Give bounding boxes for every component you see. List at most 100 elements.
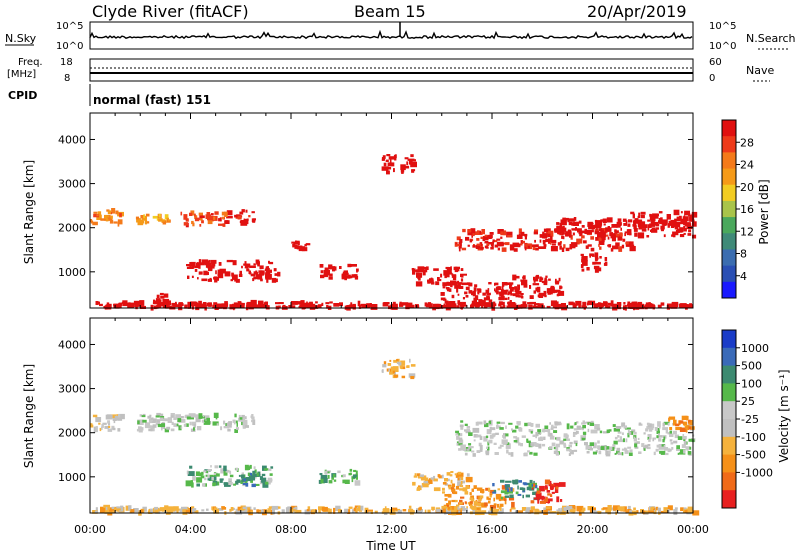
- heatmap-cell: [633, 437, 637, 442]
- heatmap-cell: [278, 506, 281, 509]
- heatmap-cell: [637, 301, 643, 305]
- heatmap-cell: [546, 305, 551, 309]
- heatmap-cell: [445, 508, 452, 514]
- heatmap-cell: [281, 509, 285, 513]
- heatmap-cell: [512, 274, 517, 281]
- heatmap-cell: [532, 283, 540, 286]
- heatmap-cell: [536, 274, 539, 279]
- heatmap-cell: [164, 428, 169, 433]
- heatmap-cell: [674, 507, 678, 510]
- heatmap-cell: [325, 268, 328, 275]
- heatmap-cell: [562, 235, 565, 240]
- heatmap-cell: [498, 303, 502, 307]
- heatmap-cell: [555, 437, 558, 440]
- heatmap-cell: [524, 234, 527, 240]
- heatmap-cell: [472, 290, 476, 297]
- heatmap-cell: [393, 168, 395, 173]
- heatmap-cell: [247, 507, 250, 511]
- heatmap-cell: [566, 231, 570, 235]
- colorbar-tick-label: 24: [740, 159, 754, 172]
- heatmap-cell: [684, 303, 686, 307]
- heatmap-cell: [645, 428, 649, 432]
- heatmap-cell: [198, 212, 203, 216]
- heatmap-cell: [597, 510, 601, 514]
- heatmap-cell: [612, 424, 616, 427]
- heatmap-cell: [675, 423, 680, 427]
- heatmap-cell: [264, 468, 269, 471]
- heatmap-cell: [556, 436, 561, 441]
- heatmap-cell: [503, 440, 507, 444]
- heatmap-cell: [587, 224, 590, 227]
- heatmap-cell: [94, 510, 98, 514]
- heatmap-cell: [353, 507, 356, 512]
- heatmap-cell: [573, 428, 578, 431]
- heatmap-cell: [621, 452, 624, 456]
- heatmap-cell: [680, 211, 683, 214]
- heatmap-cell: [624, 450, 629, 454]
- heatmap-cell: [155, 422, 161, 426]
- heatmap-cell: [240, 508, 245, 511]
- heatmap-cell: [348, 274, 351, 279]
- heatmap-cell: [200, 475, 205, 479]
- heatmap-cell: [662, 422, 665, 427]
- heatmap-cell: [159, 302, 165, 305]
- colorbar-tick-label: 28: [740, 136, 754, 149]
- heatmap-cell: [223, 426, 230, 429]
- heatmap-cell: [459, 484, 462, 487]
- heatmap-cell: [505, 480, 512, 483]
- heatmap-cell: [255, 271, 258, 276]
- heatmap-cell: [194, 215, 198, 219]
- heatmap-cell: [535, 436, 537, 439]
- heatmap-cell: [622, 238, 626, 242]
- heatmap-cell: [347, 272, 349, 276]
- heatmap-cell: [250, 273, 256, 277]
- heatmap-cell: [488, 235, 491, 239]
- heatmap-cell: [195, 302, 199, 307]
- heatmap-cell: [420, 475, 427, 481]
- heatmap-cell: [514, 286, 518, 290]
- heatmap-cell: [518, 442, 521, 446]
- heatmap-cell: [680, 218, 685, 223]
- heatmap-cell: [471, 488, 474, 492]
- heatmap-cell: [594, 424, 600, 430]
- heatmap-cell: [320, 474, 328, 479]
- heatmap-cell: [460, 304, 467, 307]
- heatmap-cell: [550, 292, 553, 295]
- heatmap-cell: [252, 470, 256, 474]
- heatmap-cell: [648, 302, 651, 305]
- heatmap-cell: [488, 420, 491, 424]
- heatmap-cell: [648, 438, 651, 442]
- heatmap-cell: [603, 446, 607, 449]
- colorbar-swatch: [722, 436, 736, 456]
- heatmap-cell: [691, 211, 698, 218]
- heatmap-cell: [673, 209, 680, 216]
- heatmap-cell: [561, 247, 565, 252]
- heatmap-cell: [193, 303, 196, 307]
- heatmap-cell: [543, 498, 548, 503]
- heatmap-cell: [543, 244, 547, 247]
- heatmap-cell: [573, 509, 576, 513]
- heatmap-cell: [116, 508, 121, 511]
- heatmap-cell: [687, 426, 690, 430]
- heatmap-cell: [447, 268, 452, 274]
- heatmap-cell: [673, 430, 677, 435]
- heatmap-cell: [593, 303, 598, 308]
- heatmap-cell: [218, 465, 222, 468]
- heatmap-cell: [656, 444, 661, 448]
- heatmap-cell: [204, 477, 207, 481]
- y-tick-label: 2000: [58, 222, 86, 235]
- heatmap-cell: [593, 510, 600, 514]
- heatmap-cell: [567, 219, 570, 223]
- heatmap-cell: [520, 293, 524, 296]
- heatmap-cell: [223, 465, 227, 472]
- heatmap-cell: [156, 412, 161, 418]
- heatmap-cell: [499, 507, 502, 511]
- heatmap-cell: [321, 302, 324, 306]
- heatmap-cell: [658, 438, 662, 442]
- heatmap-cell: [235, 420, 238, 424]
- heatmap-cell: [489, 232, 494, 235]
- heatmap-cell: [383, 162, 387, 167]
- heatmap-cell: [636, 510, 639, 514]
- heatmap-cell: [444, 274, 447, 279]
- heatmap-cell: [559, 222, 562, 227]
